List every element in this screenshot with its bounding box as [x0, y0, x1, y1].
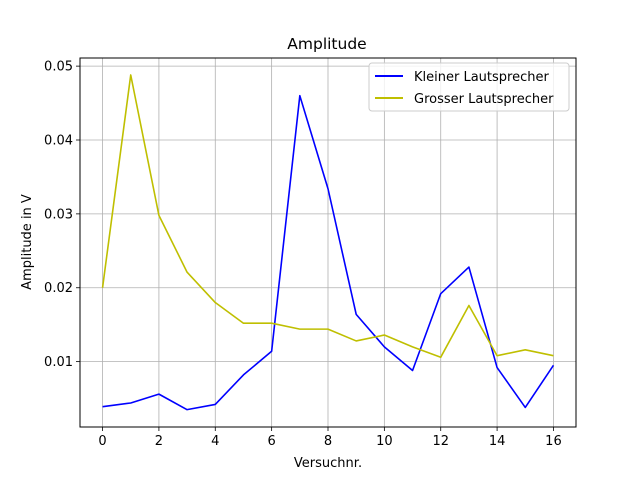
x-tick-label: 6 [267, 434, 275, 449]
y-tick-label: 0.01 [44, 355, 73, 370]
x-tick-label: 0 [98, 434, 106, 449]
x-tick-label: 12 [432, 434, 449, 449]
legend-label-series-1: Kleiner Lautsprecher [414, 70, 549, 85]
series-line-2 [101, 74, 554, 358]
legend-box [368, 62, 570, 112]
x-axis-label: Versuchnr. [294, 456, 362, 471]
y-tick-label: 0.04 [44, 134, 73, 149]
x-tick-label: 4 [211, 434, 219, 449]
y-axis-ticks: 0.01 0.02 0.03 0.04 0.05 [44, 60, 80, 370]
x-tick-label: 14 [489, 434, 506, 449]
legend: Kleiner Lautsprecher Grosser Lautspreche… [368, 62, 570, 112]
y-tick-label: 0.02 [44, 281, 73, 296]
y-tick-label: 0.03 [44, 207, 73, 222]
y-axis-label: Amplitude in V [20, 194, 35, 290]
x-tick-label: 2 [155, 434, 163, 449]
x-tick-label: 16 [545, 434, 562, 449]
x-tick-label: 8 [324, 434, 332, 449]
series-line-1 [102, 94, 555, 411]
series-lines [101, 74, 555, 411]
legend-label-series-2: Grosser Lautsprecher [414, 92, 554, 107]
chart-title: Amplitude [287, 35, 366, 53]
x-axis-ticks: 0 2 4 6 8 10 12 14 16 [98, 427, 562, 449]
x-tick-label: 10 [376, 434, 393, 449]
grid [80, 58, 576, 427]
y-tick-label: 0.05 [44, 60, 73, 75]
